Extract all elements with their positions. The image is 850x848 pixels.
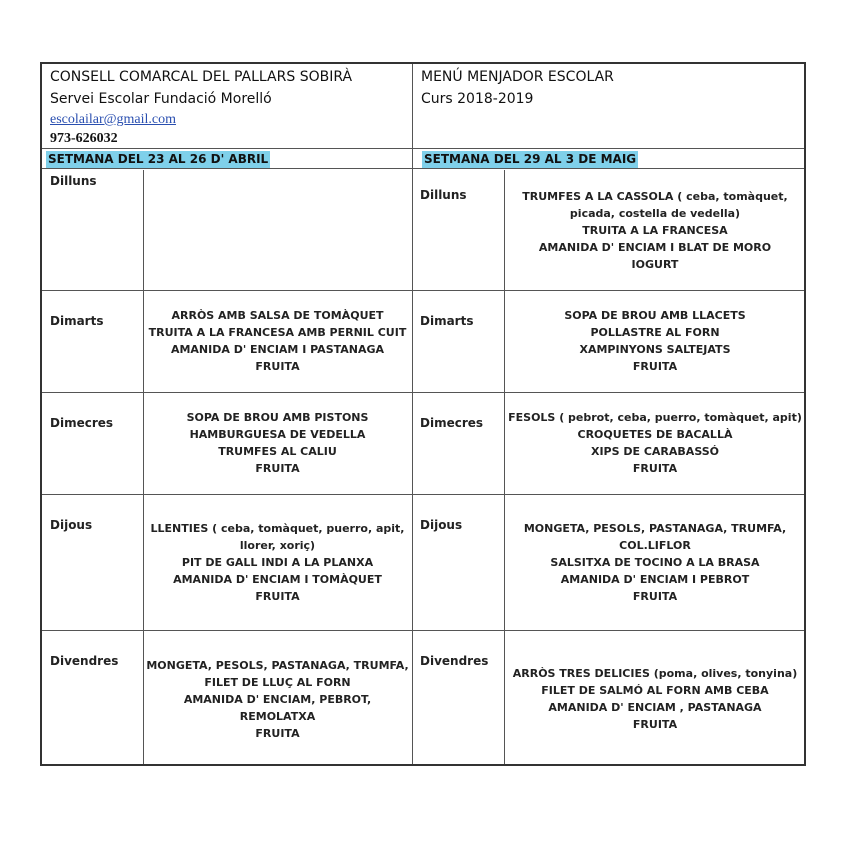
menu-item: MONGETA, PESOLS, PASTANAGA, TRUMFA,: [146, 658, 409, 672]
menu-item: ARRÒS TRES DELICIES (poma, olives, tonyi…: [512, 667, 798, 680]
menu-cell: SOPA DE BROU AMB PISTONS HAMBURGUESA DE V…: [143, 392, 412, 494]
header-left: CONSELL COMARCAL DEL PALLARS SOBIRÀ Serv…: [50, 66, 410, 148]
divider: [412, 64, 413, 764]
day-label: Dijous: [50, 518, 93, 532]
menu-item: llorer, xoriç): [239, 538, 316, 552]
course: Curs 2018-2019: [421, 91, 534, 107]
header-right: MENÚ MENJADOR ESCOLAR Curs 2018-2019: [421, 66, 781, 110]
menu-item: COL.LIFLOR: [619, 538, 691, 552]
menu-item: FRUITA: [632, 462, 678, 475]
divider: [42, 148, 804, 149]
row-divider: [42, 494, 804, 495]
menu-item: AMANIDA D' ENCIAM I PEBROT: [560, 572, 750, 586]
day-label: Dilluns: [420, 188, 467, 202]
menu-cell: LLENTIES ( ceba, tomàquet, puerro, apit,…: [143, 494, 412, 630]
day-label: Dilluns: [50, 174, 97, 188]
menu-item: AMANIDA D' ENCIAM I BLAT DE MORO: [538, 240, 772, 254]
menu-item: TRUITA A LA FRANCESA: [582, 223, 728, 237]
menu-cell: FESOLS ( pebrot, ceba, puerro, tomàquet,…: [504, 392, 806, 494]
menu-item: SOPA DE BROU AMB PISTONS: [186, 411, 369, 424]
row-divider: [42, 290, 804, 291]
day-label: Dimarts: [50, 314, 104, 328]
menu-table: CONSELL COMARCAL DEL PALLARS SOBIRÀ Serv…: [40, 62, 806, 766]
menu-cell: SOPA DE BROU AMB LLACETS POLLASTRE AL FOR…: [504, 290, 806, 392]
menu-item: FRUITA: [632, 589, 678, 603]
menu-item: MONGETA, PESOLS, PASTANAGA, TRUMFA,: [523, 521, 787, 535]
menu-title: MENÚ MENJADOR ESCOLAR: [421, 69, 614, 85]
menu-item: TRUMFES A LA CASSOLA ( ceba, tomàquet,: [522, 189, 788, 203]
menu-cell: ARRÒS AMB SALSA DE TOMÀQUET TRUITA A LA F…: [143, 290, 412, 392]
menu-cell: [143, 170, 412, 290]
menu-item: TRUITA A LA FRANCESA AMB PERNIL CUIT: [148, 326, 407, 339]
day-label: Dimecres: [50, 416, 114, 430]
menu-item: FESOLS ( pebrot, ceba, puerro, tomàquet,…: [508, 411, 802, 424]
day-label: Dimecres: [420, 416, 484, 430]
row-divider: [42, 392, 804, 393]
menu-item: FRUITA: [255, 360, 300, 373]
menu-item: SALSITXA DE TOCINO A LA BRASA: [550, 555, 760, 569]
menu-item: AMANIDA D' ENCIAM I TOMÀQUET: [173, 572, 382, 586]
divider: [42, 168, 804, 169]
menu-item: FILET DE LLUÇ AL FORN: [204, 675, 351, 689]
day-label: Dimarts: [420, 314, 474, 328]
week-1-label: SETMANA DEL 23 AL 26 D' ABRIL: [46, 151, 271, 168]
menu-item: IOGURT: [631, 257, 679, 271]
menu-item: FRUITA: [632, 718, 678, 731]
phone: 973-626032: [50, 131, 118, 146]
menu-cell: MONGETA, PESOLS, PASTANAGA, TRUMFA, COL.L…: [504, 494, 806, 630]
menu-item: FRUITA: [255, 462, 300, 475]
menu-item: POLLASTRE AL FORN: [590, 326, 720, 339]
menu-item: LLENTIES ( ceba, tomàquet, puerro, apit,: [150, 521, 405, 535]
menu-item: picada, costella de vedella): [569, 206, 741, 220]
day-label: Dijous: [420, 518, 463, 532]
menu-item: HAMBURGUESA DE VEDELLA: [189, 428, 366, 441]
menu-item: CROQUETES DE BACALLÀ: [577, 428, 733, 441]
menu-item: XIPS DE CARABASSÓ: [590, 445, 720, 458]
menu-item: FRUITA: [255, 589, 300, 603]
day-label: Divendres: [50, 654, 119, 668]
column-divider: [143, 170, 144, 764]
service-name: Servei Escolar Fundació Morelló: [50, 91, 272, 107]
column-divider: [504, 170, 505, 764]
day-label: Divendres: [420, 654, 489, 668]
menu-item: TRUMFES AL CALIU: [218, 445, 337, 458]
menu-cell: MONGETA, PESOLS, PASTANAGA, TRUMFA, FILET…: [143, 630, 412, 768]
menu-item: FILET DE SALMÓ AL FORN AMB CEBA: [541, 684, 769, 697]
row-divider: [42, 630, 804, 631]
menu-item: SOPA DE BROU AMB LLACETS: [564, 309, 746, 322]
menu-item: ARRÒS AMB SALSA DE TOMÀQUET: [171, 309, 384, 322]
menu-item: AMANIDA D' ENCIAM , PASTANAGA: [548, 701, 762, 714]
menu-item: XAMPINYONS SALTEJATS: [579, 343, 731, 356]
menu-cell: TRUMFES A LA CASSOLA ( ceba, tomàquet, pi…: [504, 170, 806, 290]
menu-item: AMANIDA D' ENCIAM, PEBROT,: [183, 692, 372, 706]
menu-item: FRUITA: [255, 726, 300, 740]
menu-item: AMANIDA D' ENCIAM I PASTANAGA: [170, 343, 385, 356]
week-2-label: SETMANA DEL 29 AL 3 DE MAIG: [422, 151, 639, 168]
menu-cell: ARRÒS TRES DELICIES (poma, olives, tonyi…: [504, 630, 806, 768]
org-name: CONSELL COMARCAL DEL PALLARS SOBIRÀ: [50, 69, 353, 85]
menu-item: PIT DE GALL INDI A LA PLANXA: [181, 555, 374, 569]
menu-item: FRUITA: [632, 360, 678, 373]
email-link[interactable]: escolailar@gmail.com: [50, 112, 177, 127]
menu-item: REMOLATXA: [239, 709, 316, 723]
